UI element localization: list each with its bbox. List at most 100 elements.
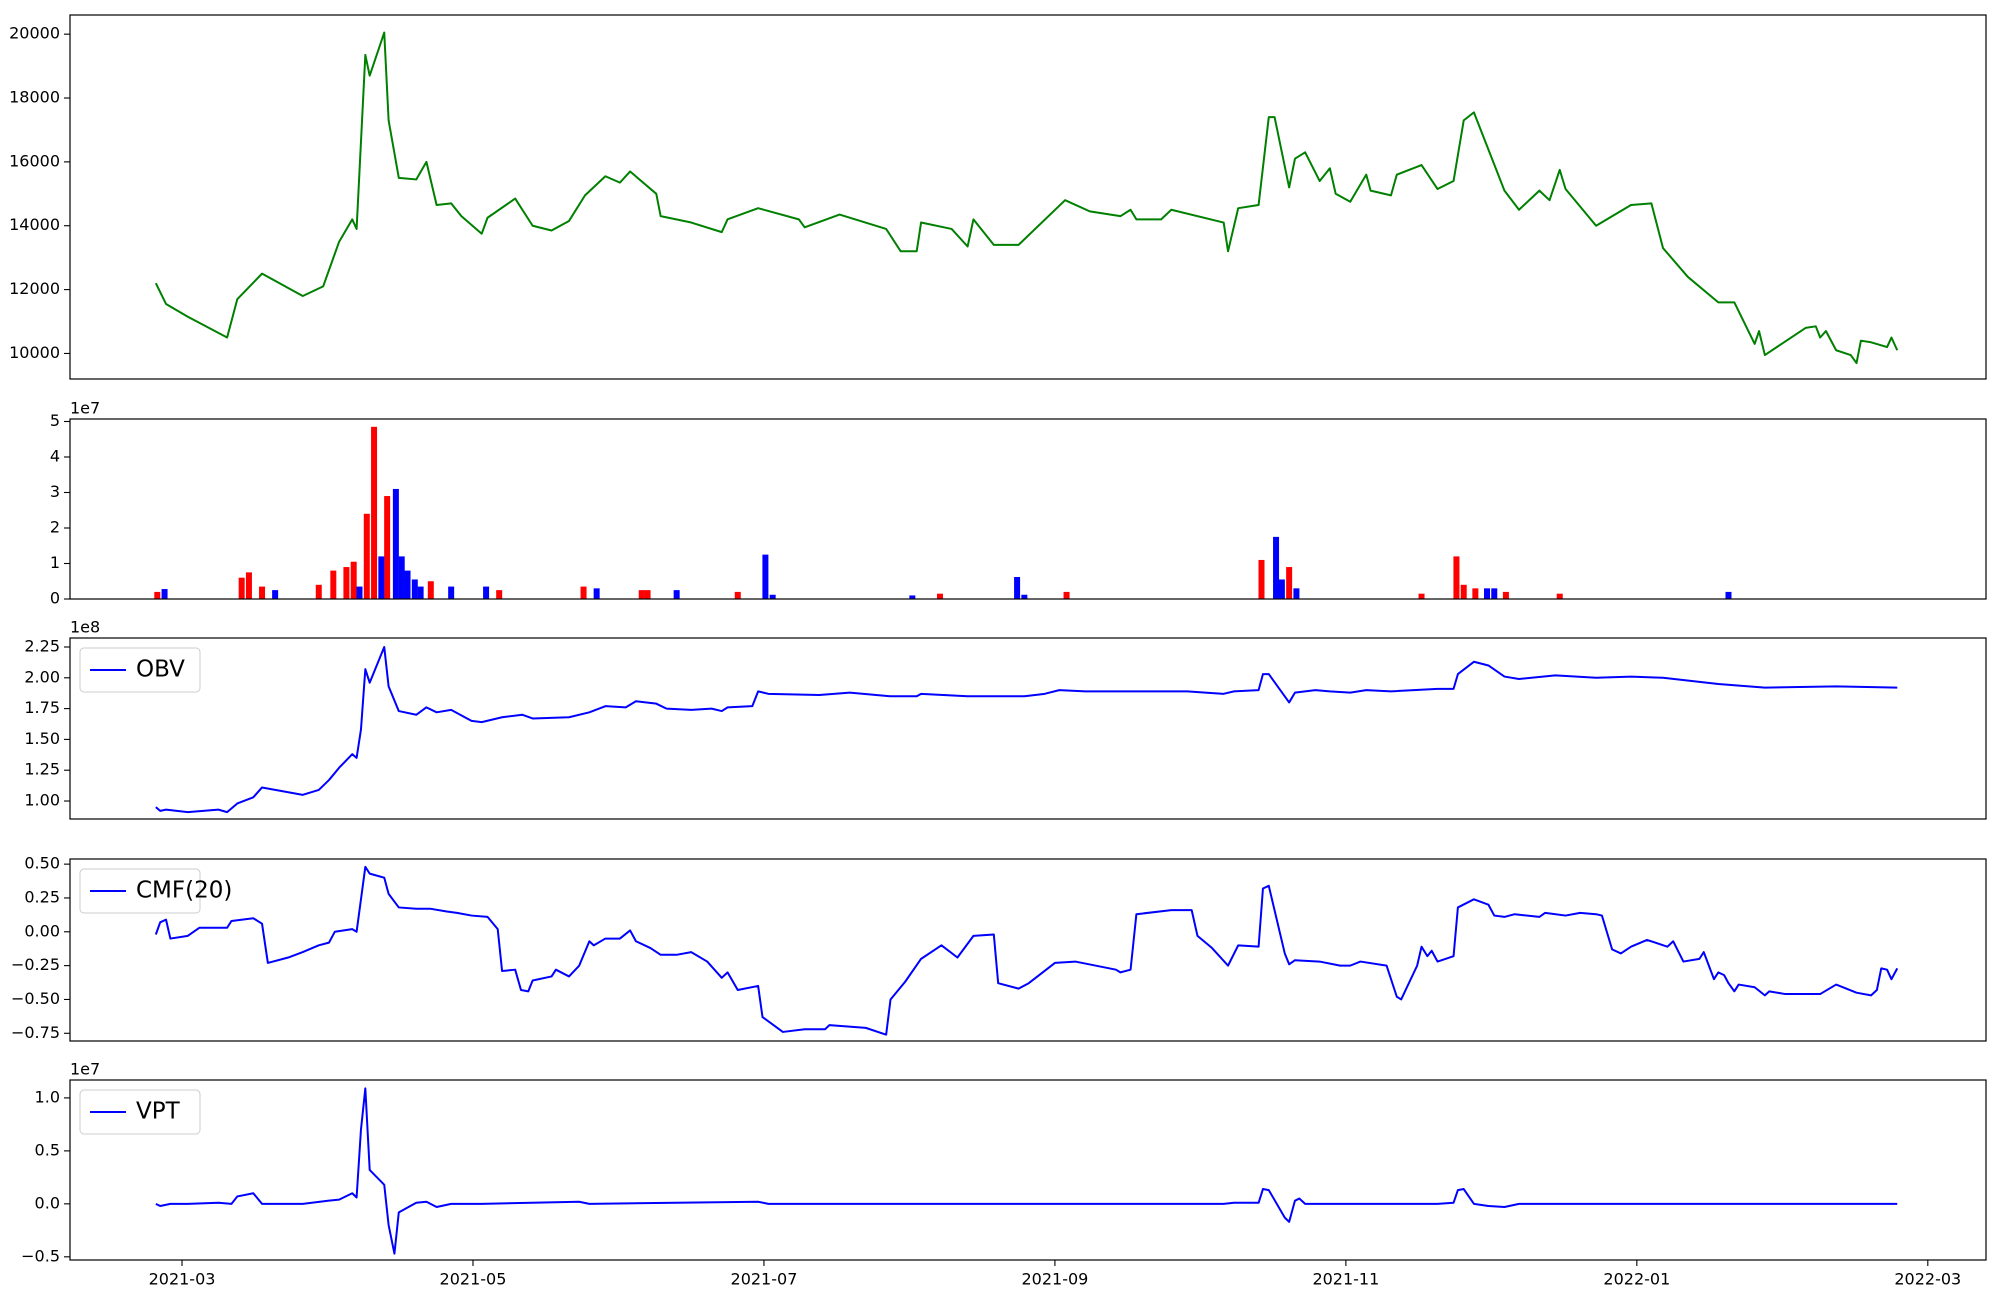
axes-frame [69, 418, 1987, 600]
legend-box [79, 868, 201, 914]
axis-offset-label: 1e7 [70, 1060, 100, 1079]
legend-label: OBV [136, 657, 185, 683]
x-tick-label: 2022-03 [1894, 1270, 1961, 1289]
volume-bar [398, 556, 405, 599]
volume-bar [245, 572, 252, 599]
y-tick-label: 12000 [9, 279, 60, 298]
y-tick-label: 0.00 [24, 921, 60, 940]
x-tick-label: 2021-11 [1312, 1270, 1379, 1289]
volume-bar [593, 588, 600, 599]
axes-frame [69, 637, 1987, 820]
volume-bar [356, 586, 363, 599]
y-tick-label: −0.75 [11, 1023, 60, 1042]
volume-bar [392, 488, 399, 599]
volume-bar [371, 426, 378, 599]
y-tick-label: 2.25 [24, 636, 60, 655]
volume-bar [1258, 559, 1265, 599]
volume-bar [343, 567, 350, 599]
y-tick-label: 1.50 [24, 729, 60, 748]
line-series [155, 645, 1898, 814]
volume-bar [238, 577, 245, 599]
y-tick-label: 1.00 [24, 791, 60, 810]
y-tick-label: 0.25 [24, 887, 60, 906]
x-tick-label: 2021-03 [149, 1270, 216, 1289]
y-tick-label: 1.0 [35, 1087, 60, 1106]
y-tick-label: 0.50 [24, 854, 60, 873]
y-tick-label: 0.0 [35, 1193, 60, 1212]
volume-bar [1460, 584, 1467, 599]
volume-bar [1273, 536, 1280, 599]
axis-offset-label: 1e8 [70, 618, 100, 637]
x-tick-label: 2022-01 [1603, 1270, 1670, 1289]
volume-bar [1293, 588, 1300, 599]
axes-frame [69, 14, 1987, 380]
volume-bar [1278, 579, 1285, 599]
volume-bar [315, 584, 322, 599]
volume-bar [1725, 591, 1732, 599]
y-tick-label: 0.5 [35, 1140, 60, 1159]
y-tick-label: 0 [50, 589, 60, 608]
volume-bar [384, 496, 391, 599]
axes-frame [69, 858, 1987, 1042]
volume-bar [909, 595, 916, 599]
axis-offset-label: 1e7 [70, 399, 100, 418]
volume-bar [1556, 593, 1563, 599]
volume-bar [330, 570, 337, 599]
volume-bar [1502, 591, 1509, 599]
volume-bar [417, 586, 424, 599]
y-tick-label: 18000 [9, 88, 60, 107]
volume-bar [1472, 588, 1479, 599]
volume-bar [1453, 556, 1460, 599]
y-tick-label: 2.00 [24, 667, 60, 686]
y-tick-label: 1.25 [24, 760, 60, 779]
volume-bar [1014, 576, 1021, 599]
volume-bar [1021, 594, 1028, 599]
y-tick-label: 5 [50, 411, 60, 430]
volume-bar [580, 586, 587, 599]
line-series [154, 865, 1899, 1036]
legend-label: CMF(20) [136, 878, 232, 904]
volume-bar [1286, 567, 1293, 599]
x-tick-label: 2021-09 [1021, 1270, 1088, 1289]
axes-frame [69, 1079, 1987, 1261]
y-tick-label: 14000 [9, 215, 60, 234]
volume-bar [154, 591, 161, 599]
volume-bar [638, 590, 645, 599]
volume-bar [936, 593, 943, 599]
y-tick-label: 1 [50, 553, 60, 572]
volume-bar [259, 586, 266, 599]
volume-bar [734, 591, 741, 599]
volume-bar [1483, 588, 1490, 599]
volume-bar [427, 581, 434, 599]
y-tick-label: 20000 [9, 24, 60, 43]
volume-bar [404, 570, 411, 599]
volume-bar [644, 590, 651, 599]
y-tick-label: 1.75 [24, 698, 60, 717]
legend-box [79, 647, 201, 693]
volume-bar [161, 589, 168, 599]
volume-bar [1491, 588, 1498, 599]
volume-bar [496, 590, 503, 599]
volume-bar [769, 594, 776, 599]
volume-bar [1063, 591, 1070, 599]
legend-label: VPT [136, 1099, 181, 1125]
volume-bar [272, 590, 279, 599]
y-tick-label: −0.50 [11, 989, 60, 1008]
y-tick-label: 2 [50, 517, 60, 536]
volume-bar [762, 554, 769, 599]
x-tick-label: 2021-07 [731, 1270, 798, 1289]
x-tick-label: 2021-05 [440, 1270, 507, 1289]
y-tick-label: 16000 [9, 151, 60, 170]
volume-bar [363, 513, 370, 599]
y-tick-label: −0.25 [11, 955, 60, 974]
y-tick-label: 3 [50, 482, 60, 501]
y-tick-label: 4 [50, 446, 60, 465]
line-series [155, 1087, 1898, 1255]
volume-bar [1418, 593, 1425, 599]
line-series [154, 31, 1899, 365]
volume-bar [673, 590, 680, 599]
volume-bar [350, 561, 357, 599]
volume-bar [448, 586, 455, 599]
